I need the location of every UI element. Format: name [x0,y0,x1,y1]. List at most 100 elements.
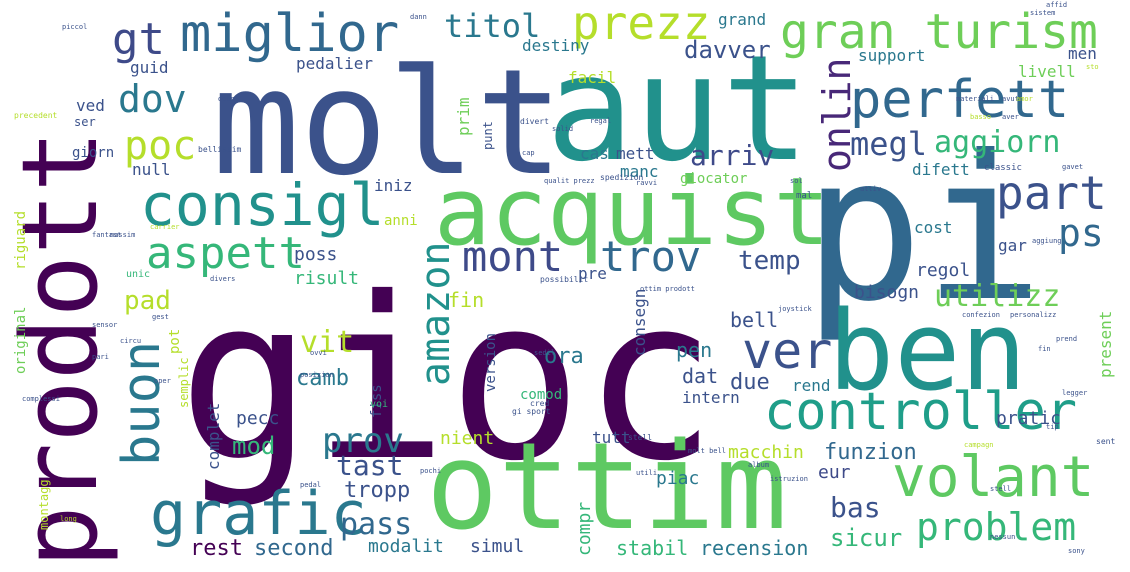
word-perfett: perfett [850,70,1070,130]
word-semplic: semplic [177,357,191,408]
word-pecc: pecc [236,408,280,429]
word-prend: prend [1056,335,1078,343]
word-acquist: acquist [434,158,831,267]
word-controller: controller [764,382,1078,442]
word-ovvi: ovvi [310,349,327,357]
word-intern: intern [682,388,740,407]
word-anni: anni [384,213,418,229]
word-dann: dann [410,13,427,21]
word-regal: regal [590,117,612,125]
word-ver: ver [742,322,833,380]
word-rest: rest [190,536,243,561]
word-pen: pen [676,338,713,362]
word-affid: affid [1046,1,1068,9]
word-aver: aver [1002,113,1019,121]
word-pedalier: pedalier [296,54,374,73]
word-unic: unic [126,269,151,280]
word-iniz: iniz [374,176,413,195]
word-fantast: fantast [92,231,122,239]
word-compr: compr [574,501,595,556]
word-vit: vit [300,325,355,360]
word-prezz: prezz [572,0,711,50]
word-qualit-prezz: qualit prezz [544,177,595,185]
word-divers: divers [210,275,236,283]
word-divert: divert [520,117,549,126]
word-sto: sto [1086,63,1099,71]
word-bisogn: bisogn [854,282,920,303]
word-tutt: tutt [592,428,631,447]
word-tropp: tropp [344,478,411,503]
word-mont: mont [462,232,564,281]
word-ved: ved [76,96,105,115]
word-pratic: pratic [996,408,1062,429]
word-pass: pass [340,507,413,542]
word-aggiung: aggiung [1032,237,1062,245]
word-arriv: arriv [690,139,775,172]
word-gt: gt [112,14,165,65]
word-mett: mett [616,144,655,163]
word-aggiorn: aggiorn [934,125,1061,160]
word-cas: cas [580,144,609,163]
word-stell-2: stell [990,485,1012,493]
word-temp: temp [738,246,801,276]
word-part: part [996,166,1107,220]
word-massim: massim [110,231,136,239]
word-ottim: ottim [426,418,788,557]
word-avuto: avuto [1002,95,1024,103]
word-rend: rend [792,376,831,395]
word-gioc: gioc [178,249,718,510]
word-solid: solid [552,125,574,133]
word-destiny: destiny [522,36,590,55]
word-null: null [132,160,171,179]
word-ravvi: ravvi [636,179,658,187]
word-attiv: attiv [860,185,882,193]
word-ps: ps [1058,211,1104,255]
word-materiali: materiali [956,95,994,103]
word-spedizion: spedizion [600,173,644,182]
word-tip: tip [1046,423,1059,431]
word-piac: piac [656,468,700,489]
word-grafic: grafic [150,479,367,549]
word-basso: basso [970,113,992,121]
word-megl: megl [850,125,928,163]
word-gavet: gavet [1062,163,1084,171]
word-support: support [858,46,926,65]
word-riguard: riguard [13,210,29,270]
word-facil: facil [568,68,617,87]
word-consigl: consigl [140,171,385,239]
word-sent: sent [1096,437,1116,446]
word-amor: amor [1016,95,1033,103]
word-molt: molt [212,38,564,208]
word-utilizz: utilizz [934,279,1061,314]
word-miglior: miglior [180,4,400,64]
word-problem: problem [916,505,1077,549]
word-fin: fin [448,288,485,312]
word-pi: pi [803,113,1044,346]
word-prov: prov [322,421,404,461]
word-complessi: complessi [22,395,60,403]
word-cap: cap [522,149,535,157]
word-voi: voi [370,399,389,410]
word-carrier: carrier [150,223,180,231]
word-possibilit: possibilit [540,275,589,284]
word-sony: sony [1068,547,1085,555]
word-complet: complet [204,402,223,470]
word-risult: risult [294,268,360,289]
word-camb: camb [296,366,349,391]
word-joystick: joystick [778,305,812,313]
word-istruzion: istruzion [770,475,808,483]
word-legger: legger [1062,389,1088,397]
word-sedil: sedil [534,349,556,357]
word-original: original [13,306,29,374]
word-pari: pari [92,353,109,361]
word-sistem: sistem [1030,9,1056,17]
word-poss: poss [294,244,338,265]
word-confezion: confezion [962,311,1000,319]
word-dov: dov [118,77,187,121]
word-pedal: pedal [300,481,322,489]
word-difett: difett [912,160,970,179]
word-simul: simul [470,536,525,557]
word-mod: mod [232,432,276,460]
word-modalit: modalit [368,536,444,557]
word-volant: volant [892,445,1095,510]
